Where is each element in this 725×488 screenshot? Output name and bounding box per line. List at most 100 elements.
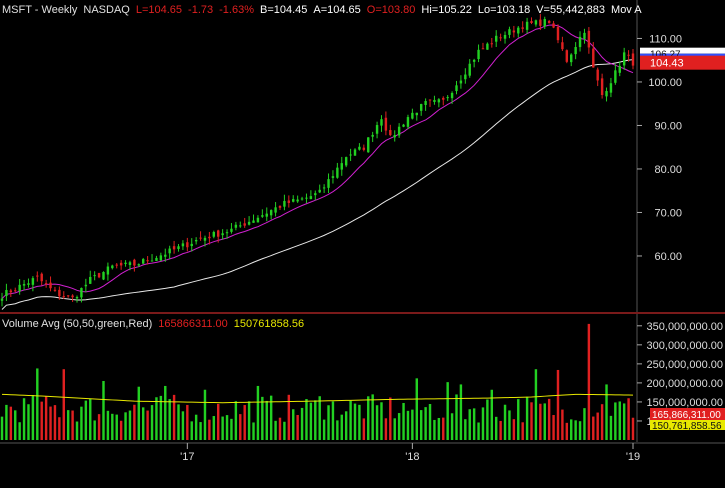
volume-bar xyxy=(556,369,560,440)
volume-bar xyxy=(75,421,79,440)
open-value: O=103.80 xyxy=(366,4,416,16)
candle-body xyxy=(300,198,304,200)
volume-bar xyxy=(278,417,282,440)
volume-bar xyxy=(137,386,141,440)
candle-body xyxy=(446,97,449,99)
badge-last-price xyxy=(640,55,725,70)
candle-body xyxy=(84,284,88,287)
candle-body xyxy=(318,189,321,193)
volume-bar xyxy=(472,408,476,440)
volume-bar xyxy=(234,401,238,440)
candle-body xyxy=(433,99,436,102)
candle-body xyxy=(437,99,441,103)
volume-bar xyxy=(102,381,105,440)
candle-body xyxy=(411,112,414,119)
candle-body xyxy=(146,260,149,262)
volume-bar xyxy=(217,403,220,440)
candle-body xyxy=(375,125,379,134)
candle-body xyxy=(455,85,458,92)
candle-body xyxy=(331,176,335,178)
candle-body xyxy=(186,242,189,248)
candle-body xyxy=(428,99,432,101)
candle-body xyxy=(442,97,445,100)
volume-bar xyxy=(71,410,74,440)
volume-bar xyxy=(230,418,233,440)
volume-value: V=55,442,883 xyxy=(536,4,606,16)
badge-upper-white xyxy=(640,47,725,54)
volume-bar xyxy=(155,397,158,440)
candle-body xyxy=(570,54,573,63)
badge-volume-avg2 xyxy=(650,420,725,430)
candle-body xyxy=(292,199,295,202)
candle-body xyxy=(5,290,8,297)
candle-body xyxy=(393,135,396,138)
volume-bar xyxy=(521,422,524,440)
candle-body xyxy=(212,231,216,237)
volume-bar xyxy=(181,411,185,440)
volume-bar xyxy=(362,418,366,440)
volume-bar xyxy=(494,416,498,440)
candle-body xyxy=(278,206,282,208)
badge-volume-avg2-text: 150,761,858.56 xyxy=(652,421,722,432)
candle-body xyxy=(481,48,485,50)
candle-body xyxy=(512,30,516,33)
volume-bar xyxy=(89,398,92,440)
time-tick-label: '18 xyxy=(405,451,419,463)
volume-bar xyxy=(340,414,343,440)
candle-body xyxy=(53,289,57,291)
candle-body xyxy=(203,237,207,241)
candle-body xyxy=(269,210,273,216)
volume-bar xyxy=(455,394,458,440)
candle-body xyxy=(539,19,542,26)
bid-value: B=104.45 xyxy=(259,4,308,16)
candle-body xyxy=(552,23,555,28)
candle-body xyxy=(172,246,176,250)
candle-body xyxy=(168,248,171,254)
change-pct: -1.63% xyxy=(219,4,254,16)
candle-body xyxy=(618,66,621,73)
candle-body xyxy=(327,179,330,188)
volume-bar xyxy=(141,407,145,440)
volume-bar xyxy=(397,413,401,440)
volume-bar xyxy=(406,410,410,440)
candle-body xyxy=(27,283,30,285)
candle-body xyxy=(530,21,533,23)
volume-bar xyxy=(486,399,489,440)
price-tick-label: 110.00 xyxy=(649,33,682,45)
volume-bar xyxy=(424,407,427,440)
volume-bar xyxy=(534,369,538,440)
candle-body xyxy=(137,264,141,266)
volume-bar xyxy=(212,416,216,440)
volume-bar xyxy=(503,404,507,440)
candle-body xyxy=(89,276,92,284)
volume-bar xyxy=(318,396,321,440)
volume-bar xyxy=(305,399,308,440)
candle-body xyxy=(221,233,224,236)
volume-tick-label: 250,000,000.00 xyxy=(647,359,723,371)
volume-tick-label: 150,000,000.00 xyxy=(647,397,723,409)
candle-body xyxy=(9,290,13,293)
candle-body xyxy=(44,283,48,285)
candle-body xyxy=(265,213,268,217)
volume-bar xyxy=(358,404,361,440)
candle-body xyxy=(247,221,251,225)
volume-bar xyxy=(437,417,441,440)
volume-bar xyxy=(115,414,118,440)
candle-body xyxy=(596,69,599,81)
candle-body xyxy=(66,295,70,297)
volume-bar xyxy=(512,419,516,440)
candle-body xyxy=(119,262,123,266)
volume-bar xyxy=(106,410,110,440)
price-tick-label: 100.00 xyxy=(648,77,682,89)
volume-avg-label: Volume Avg (50,50,green,Red) xyxy=(2,318,153,330)
candle-body xyxy=(477,49,480,60)
volume-bar xyxy=(578,421,582,440)
candle-body xyxy=(40,273,43,282)
candle-body xyxy=(353,149,357,156)
volume-bar xyxy=(627,398,630,440)
volume-bar xyxy=(450,413,454,440)
volume-tick-label: 200,000,000.00 xyxy=(647,378,723,390)
candle-body xyxy=(93,275,96,277)
volume-bar xyxy=(367,396,370,440)
candle-body xyxy=(0,298,4,301)
